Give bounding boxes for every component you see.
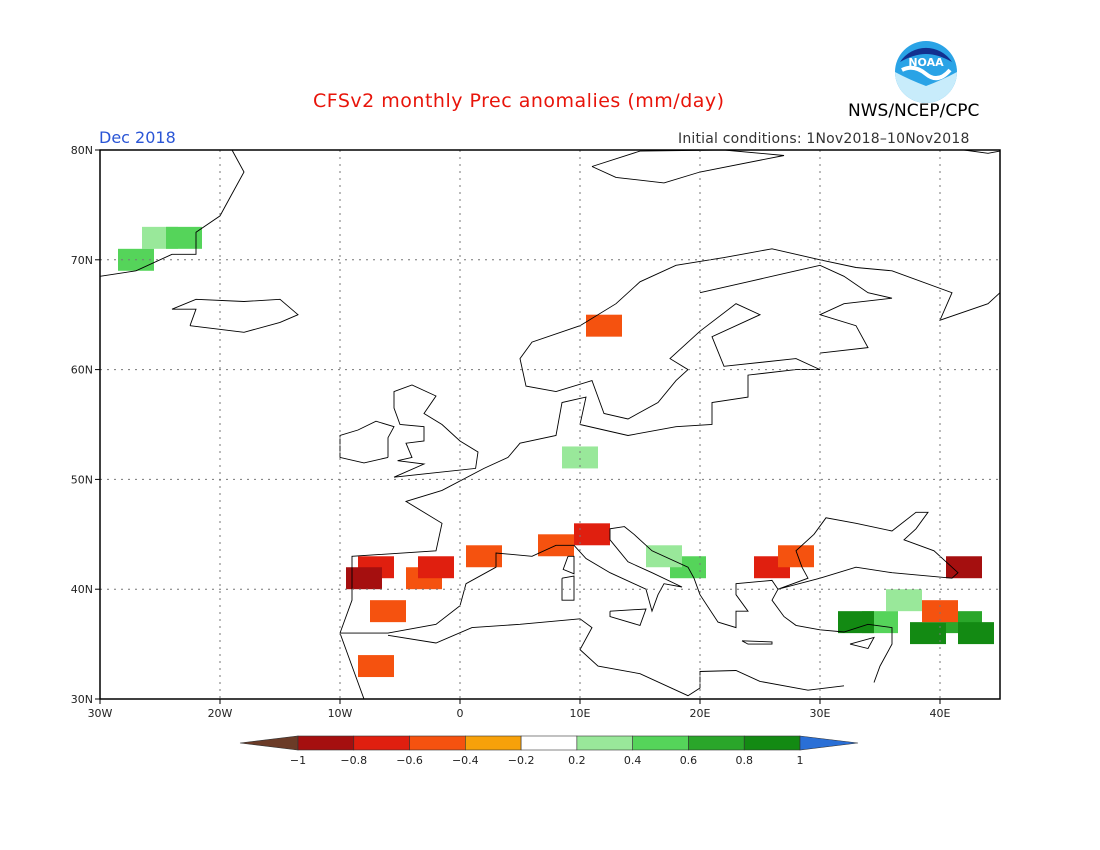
colorbar-segment (632, 735, 689, 751)
anomaly-cell (418, 556, 454, 579)
lon-tick-label: 20E (690, 707, 711, 720)
coastline (561, 575, 575, 601)
anomaly-cell (922, 600, 958, 623)
anomaly-cell (466, 545, 502, 568)
anomaly-cell (778, 545, 814, 568)
colorbar-segment (576, 735, 633, 751)
coastline (99, 149, 245, 277)
noaa-logo-text: NOAA (908, 56, 944, 69)
noaa-logo-icon: NOAA (895, 41, 957, 103)
colorbar-segment (353, 735, 410, 751)
anomaly-cell (586, 314, 622, 337)
anomaly-cell (838, 611, 874, 634)
colorbar-label: −0.2 (508, 754, 535, 767)
colorbar-label: 0.4 (624, 754, 642, 767)
anomaly-cell (946, 556, 982, 579)
anomaly-cell (358, 655, 394, 678)
coastline (562, 555, 575, 575)
colorbar-segment (743, 735, 801, 751)
colorbar-segment (465, 735, 522, 751)
anomaly-cell (514, 435, 550, 458)
anomaly-cell (658, 490, 694, 513)
anomaly-cell (910, 622, 946, 645)
coastline (340, 511, 959, 683)
lat-tick-label: 60N (71, 364, 93, 377)
coastline (591, 149, 785, 184)
anomaly-cell (586, 369, 622, 392)
anomaly-cell (958, 622, 994, 645)
coastline (609, 608, 647, 626)
agency-label: NWS/NCEP/CPC (848, 101, 980, 121)
colorbar-segment (688, 735, 745, 751)
coastline (849, 636, 875, 650)
colorbar-high-arrow (799, 735, 859, 751)
colorbar-label: 0.2 (568, 754, 586, 767)
coastline (699, 264, 893, 354)
lat-tick-label: 80N (71, 144, 93, 157)
colorbar-label: 1 (797, 754, 804, 767)
lon-tick-label: 10E (570, 707, 591, 720)
anomaly-cell (598, 336, 634, 359)
anomaly-cell (562, 446, 598, 469)
lon-tick-label: 0 (457, 707, 464, 720)
coastline (171, 298, 299, 333)
anomaly-cell (370, 600, 406, 623)
anomaly-cell (886, 589, 922, 612)
initial-conditions: Initial conditions: 1Nov2018–10Nov2018 (678, 131, 970, 147)
lon-tick-label: 10W (328, 707, 353, 720)
anomaly-cell (166, 204, 202, 227)
map-frame (99, 149, 1001, 700)
lat-tick-label: 50N (71, 473, 93, 486)
anomaly-cell (574, 523, 610, 546)
coastline (339, 248, 1001, 634)
coastline (393, 384, 479, 478)
anomaly-cell (454, 644, 490, 667)
anomaly-cell (166, 226, 202, 249)
lat-tick-label: 30N (71, 693, 93, 706)
lon-tick-label: 40E (930, 707, 951, 720)
anomaly-cell (706, 270, 742, 293)
colorbar-label: −0.8 (340, 754, 367, 767)
anomaly-cell (622, 435, 658, 458)
anomaly-cell (466, 479, 502, 502)
coastline (339, 420, 395, 464)
colorbar-label: 0.6 (680, 754, 698, 767)
lon-tick-label: 30E (810, 707, 831, 720)
colorbar-label: −1 (290, 754, 306, 767)
anomaly-cell (574, 655, 610, 678)
coastline (387, 618, 845, 697)
anomaly-cell (802, 270, 838, 293)
colorbar-segment (297, 735, 355, 751)
colorbar-low-arrow (239, 735, 299, 751)
coastline (741, 640, 773, 645)
chart-title: CFSv2 monthly Prec anomalies (mm/day) (313, 90, 725, 112)
lat-tick-label: 40N (71, 583, 93, 596)
colorbar-label: −0.4 (452, 754, 479, 767)
anomaly-cell (154, 182, 190, 205)
colorbar-label: −0.6 (396, 754, 423, 767)
lat-tick-label: 70N (71, 254, 93, 267)
coastlines (99, 149, 1001, 700)
lon-tick-label: 30W (88, 707, 113, 720)
colorbar-label: 0.8 (735, 754, 753, 767)
colorbar-segment (409, 735, 466, 751)
colorbar-segment (520, 735, 578, 751)
anomaly-cell (346, 567, 382, 590)
anomaly-cell (178, 314, 214, 337)
forecast-month: Dec 2018 (99, 128, 176, 147)
anomaly-cell (682, 457, 718, 480)
coastline (963, 149, 1001, 154)
lon-tick-label: 20W (208, 707, 233, 720)
